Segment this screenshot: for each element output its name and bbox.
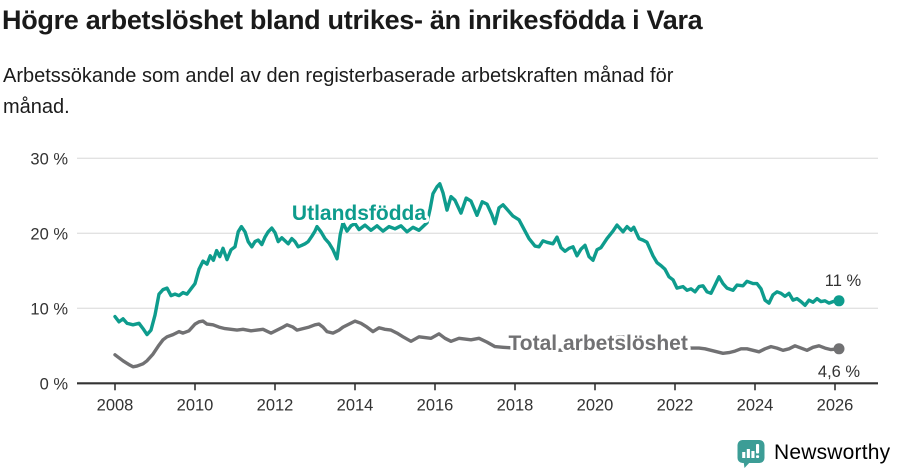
x-tick-label-2020: 2020 (577, 396, 614, 414)
y-tick-label-0: 0 % (40, 375, 69, 393)
total-arbetsloshet-end-dot (833, 343, 845, 355)
utlandsfodda-label: Utlandsfödda (292, 202, 426, 225)
utlandsfodda-line (113, 182, 841, 337)
chart-subtitle: Arbetssökande som andel av den registerb… (3, 61, 863, 123)
newsworthy-icon (737, 440, 765, 468)
x-tick-label-2014: 2014 (337, 396, 374, 414)
x-tick-label-2016: 2016 (417, 396, 454, 414)
x-tick-label-2022: 2022 (657, 396, 694, 414)
y-tick-label-10: 10 % (30, 300, 68, 318)
total-arbetsloshet-line (113, 319, 841, 369)
total-arbetsloshet-label: Total arbetslöshet (509, 332, 688, 355)
x-tick-label-2024: 2024 (737, 396, 774, 414)
x-tick-label-2018: 2018 (497, 396, 534, 414)
x-axis: 2008 2010 2012 2014 2016 2018 2020 2022 2024 2026 (97, 383, 854, 414)
end-annotations: 11 % 4,6 % (818, 272, 862, 381)
x-tick-label-2012: 2012 (257, 396, 294, 414)
gridlines (77, 157, 878, 385)
page-title: Högre arbetslöshet bland utrikes- än inr… (2, 5, 703, 35)
subtitle-line-2: månad. (3, 96, 70, 118)
utlandsfodda-end-dot (833, 295, 845, 307)
newsworthy-logo: Newsworthy (736, 438, 890, 468)
utlandsfodda-end-value-label: 11 % (825, 272, 862, 290)
y-tick-label-20: 20 % (30, 225, 68, 243)
x-tick-label-2008: 2008 (97, 396, 134, 414)
y-tick-label-30: 30 % (30, 150, 68, 168)
x-tick-label-2010: 2010 (177, 396, 214, 414)
y-axis-labels: 0 % 10 % 20 % 30 % (30, 150, 68, 393)
total-arbetsloshet-end-value-label: 4,6 % (818, 363, 861, 381)
newsworthy-wordmark: Newsworthy (774, 441, 891, 464)
line-chart: 0 % 10 % 20 % 30 % 2008 2010 2012 2014 2016 2018… (30, 150, 878, 414)
subtitle-line-1: Arbetssökande som andel av den registerb… (3, 65, 674, 87)
series-lines (113, 182, 845, 369)
series-labels: Utlandsfödda Total arbetslöshet (289, 199, 691, 358)
x-tick-label-2026: 2026 (817, 396, 854, 414)
